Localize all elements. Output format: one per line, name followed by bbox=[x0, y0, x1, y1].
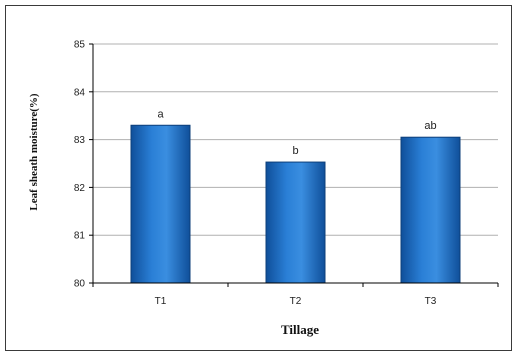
y-tick-label: 82 bbox=[74, 183, 86, 194]
labels: 80 81 82 83 84 85 T1 a T2 b T3 ab bbox=[74, 40, 437, 308]
y-axis-title: Leaf sheath moisture(%) bbox=[28, 93, 40, 210]
x-axis-title: Tillage bbox=[281, 322, 319, 337]
data-label: a bbox=[157, 108, 164, 120]
data-label: ab bbox=[424, 120, 436, 132]
y-tick-label: 83 bbox=[74, 135, 86, 146]
x-tick-label: T1 bbox=[155, 296, 167, 307]
x-tick-label: T2 bbox=[290, 296, 302, 307]
y-tick-label: 84 bbox=[74, 87, 86, 98]
bars bbox=[130, 124, 461, 284]
data-label: b bbox=[292, 145, 298, 157]
y-tick-label: 85 bbox=[74, 40, 86, 51]
bar-t1 bbox=[130, 124, 191, 284]
x-tick-label: T3 bbox=[425, 296, 437, 307]
bar-t2 bbox=[265, 161, 326, 284]
y-tick-label: 80 bbox=[74, 279, 86, 290]
axes bbox=[89, 43, 499, 287]
y-tick-label: 81 bbox=[74, 231, 86, 242]
bar-t3 bbox=[400, 136, 461, 284]
